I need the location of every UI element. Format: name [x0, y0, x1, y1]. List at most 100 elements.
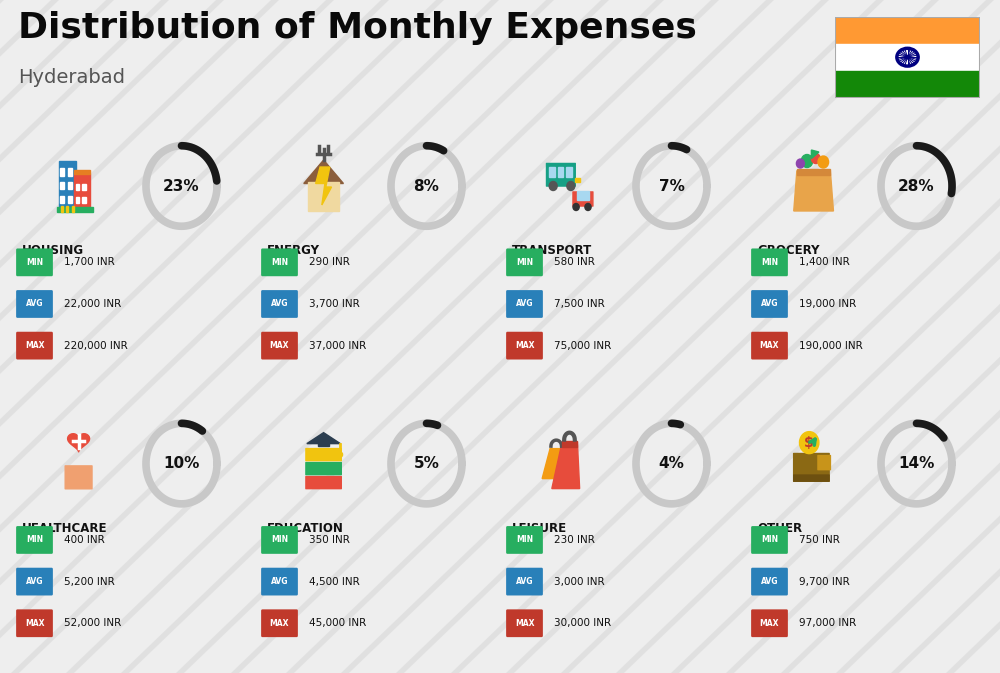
- Text: MAX: MAX: [515, 618, 534, 628]
- Bar: [72, 206, 74, 212]
- Text: MIN: MIN: [26, 258, 43, 267]
- Text: 1,700 INR: 1,700 INR: [64, 257, 115, 267]
- Bar: [74, 170, 90, 174]
- Text: 290 INR: 290 INR: [309, 257, 350, 267]
- Text: MAX: MAX: [270, 618, 289, 628]
- Circle shape: [573, 203, 579, 211]
- FancyBboxPatch shape: [506, 609, 543, 637]
- Text: 4,500 INR: 4,500 INR: [309, 577, 360, 587]
- Text: 97,000 INR: 97,000 INR: [799, 618, 856, 628]
- Text: 9,700 INR: 9,700 INR: [799, 577, 850, 587]
- Bar: [562, 441, 577, 447]
- FancyBboxPatch shape: [794, 475, 829, 481]
- Text: AVG: AVG: [761, 299, 778, 308]
- FancyBboxPatch shape: [261, 568, 298, 596]
- FancyBboxPatch shape: [751, 248, 788, 276]
- Bar: [68, 168, 72, 176]
- Polygon shape: [552, 443, 580, 489]
- Text: 220,000 INR: 220,000 INR: [64, 341, 128, 351]
- Text: 19,000 INR: 19,000 INR: [799, 299, 856, 309]
- Text: ENERGY: ENERGY: [267, 244, 320, 257]
- FancyBboxPatch shape: [751, 568, 788, 596]
- Circle shape: [811, 153, 820, 164]
- Text: 190,000 INR: 190,000 INR: [799, 341, 863, 351]
- Bar: [61, 206, 63, 212]
- Text: MIN: MIN: [761, 536, 778, 544]
- Text: MIN: MIN: [26, 536, 43, 544]
- Bar: [797, 169, 830, 175]
- Circle shape: [799, 431, 819, 454]
- FancyBboxPatch shape: [16, 526, 53, 554]
- Text: $: $: [804, 435, 814, 450]
- Text: MAX: MAX: [760, 618, 779, 628]
- Bar: [575, 178, 580, 182]
- Text: TRANSPORT: TRANSPORT: [512, 244, 592, 257]
- FancyBboxPatch shape: [506, 526, 543, 554]
- Text: 230 INR: 230 INR: [554, 535, 595, 545]
- Text: 10%: 10%: [163, 456, 200, 471]
- Bar: [835, 17, 980, 44]
- Text: 8%: 8%: [414, 178, 439, 194]
- Polygon shape: [811, 150, 819, 159]
- Polygon shape: [542, 449, 564, 479]
- Text: MAX: MAX: [515, 341, 534, 350]
- Text: 350 INR: 350 INR: [309, 535, 350, 545]
- FancyBboxPatch shape: [751, 290, 788, 318]
- Polygon shape: [316, 167, 332, 205]
- Bar: [74, 174, 90, 211]
- Bar: [308, 182, 339, 211]
- Text: EDUCATION: EDUCATION: [267, 522, 344, 535]
- Text: Hyderabad: Hyderabad: [18, 68, 125, 87]
- Text: MAX: MAX: [25, 618, 44, 628]
- FancyBboxPatch shape: [794, 454, 829, 481]
- Bar: [82, 197, 86, 203]
- Text: HOUSING: HOUSING: [22, 244, 84, 257]
- Text: MAX: MAX: [760, 341, 779, 350]
- Polygon shape: [304, 160, 343, 184]
- Text: MIN: MIN: [271, 536, 288, 544]
- FancyBboxPatch shape: [306, 476, 341, 489]
- Bar: [835, 71, 980, 98]
- Circle shape: [801, 155, 813, 168]
- Bar: [57, 207, 93, 212]
- Text: 75,000 INR: 75,000 INR: [554, 341, 611, 351]
- Text: 22,000 INR: 22,000 INR: [64, 299, 121, 309]
- Polygon shape: [68, 433, 90, 452]
- Text: 3,000 INR: 3,000 INR: [554, 577, 605, 587]
- Text: AVG: AVG: [761, 577, 778, 586]
- Text: 23%: 23%: [163, 178, 200, 194]
- Bar: [60, 182, 64, 190]
- Bar: [577, 192, 589, 200]
- Text: MIN: MIN: [761, 258, 778, 267]
- Text: MIN: MIN: [516, 258, 533, 267]
- Text: 4%: 4%: [659, 456, 684, 471]
- Text: 5,200 INR: 5,200 INR: [64, 577, 115, 587]
- FancyBboxPatch shape: [547, 164, 575, 186]
- Text: 1,400 INR: 1,400 INR: [799, 257, 850, 267]
- FancyBboxPatch shape: [306, 462, 341, 474]
- Text: 7,500 INR: 7,500 INR: [554, 299, 605, 309]
- Circle shape: [796, 159, 804, 168]
- FancyBboxPatch shape: [751, 609, 788, 637]
- Bar: [566, 167, 572, 177]
- Text: MIN: MIN: [516, 536, 533, 544]
- FancyBboxPatch shape: [261, 332, 298, 359]
- Text: 28%: 28%: [898, 178, 935, 194]
- Text: MAX: MAX: [270, 341, 289, 350]
- Text: AVG: AVG: [271, 577, 288, 586]
- Text: 30,000 INR: 30,000 INR: [554, 618, 611, 628]
- Text: AVG: AVG: [26, 577, 43, 586]
- Text: LEISURE: LEISURE: [512, 522, 567, 535]
- Text: 45,000 INR: 45,000 INR: [309, 618, 366, 628]
- Circle shape: [818, 156, 829, 168]
- Text: AVG: AVG: [516, 299, 533, 308]
- Text: AVG: AVG: [516, 577, 533, 586]
- Text: 52,000 INR: 52,000 INR: [64, 618, 121, 628]
- Bar: [549, 167, 555, 177]
- FancyBboxPatch shape: [306, 449, 341, 461]
- Bar: [66, 206, 68, 212]
- FancyBboxPatch shape: [506, 248, 543, 276]
- Bar: [60, 196, 64, 203]
- Bar: [76, 197, 79, 203]
- FancyBboxPatch shape: [573, 192, 593, 206]
